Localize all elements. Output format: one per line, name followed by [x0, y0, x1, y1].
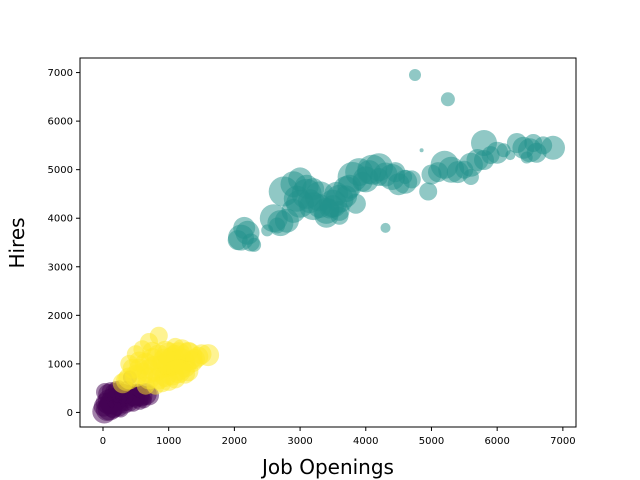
data-point: [541, 135, 565, 160]
x-tick-label: 5000: [419, 436, 444, 447]
y-tick-label: 5000: [48, 165, 73, 176]
data-point: [345, 193, 366, 214]
y-tick-label: 1000: [48, 359, 73, 370]
data-point: [524, 134, 543, 152]
data-point: [380, 222, 391, 233]
y-tick-label: 0: [67, 408, 73, 419]
data-point: [330, 206, 349, 225]
y-tick-label: 3000: [48, 262, 73, 273]
x-tick-label: 1000: [156, 436, 181, 447]
points-layer: [92, 69, 565, 424]
x-tick-label: 6000: [484, 436, 509, 447]
data-point: [419, 182, 438, 201]
x-tick-label: 7000: [550, 436, 575, 447]
plot-frame: [79, 57, 577, 428]
data-point: [440, 92, 455, 107]
data-point: [385, 162, 406, 183]
y-tick-label: 7000: [48, 68, 73, 79]
data-point: [357, 160, 382, 185]
x-tick-label: 2000: [222, 436, 247, 447]
data-point: [474, 150, 494, 170]
data-point: [227, 230, 248, 251]
x-tick-label: 3000: [287, 436, 312, 447]
x-axis-label: Job Openings: [260, 455, 394, 479]
data-point: [178, 361, 199, 382]
x-axis: 0 1000 2000 3000 4000 5000 6000 7000: [100, 427, 576, 447]
x-tick-label: 0: [100, 436, 106, 447]
y-axis: 0 1000 2000 3000 4000 5000 6000 7000: [48, 68, 80, 419]
data-point: [337, 174, 362, 199]
y-tick-label: 6000: [48, 117, 73, 128]
data-point: [297, 189, 322, 214]
data-point: [129, 358, 150, 379]
data-point: [112, 373, 133, 394]
y-tick-label: 4000: [48, 214, 73, 225]
data-point: [146, 344, 171, 369]
data-point: [455, 160, 474, 179]
y-axis-label: Hires: [5, 217, 29, 268]
data-point: [269, 217, 286, 234]
data-point: [247, 237, 262, 252]
data-point: [419, 148, 424, 153]
data-point: [428, 162, 448, 183]
y-tick-label: 2000: [48, 311, 73, 322]
data-point: [409, 69, 421, 81]
data-point: [520, 151, 533, 164]
x-tick-label: 4000: [353, 436, 378, 447]
